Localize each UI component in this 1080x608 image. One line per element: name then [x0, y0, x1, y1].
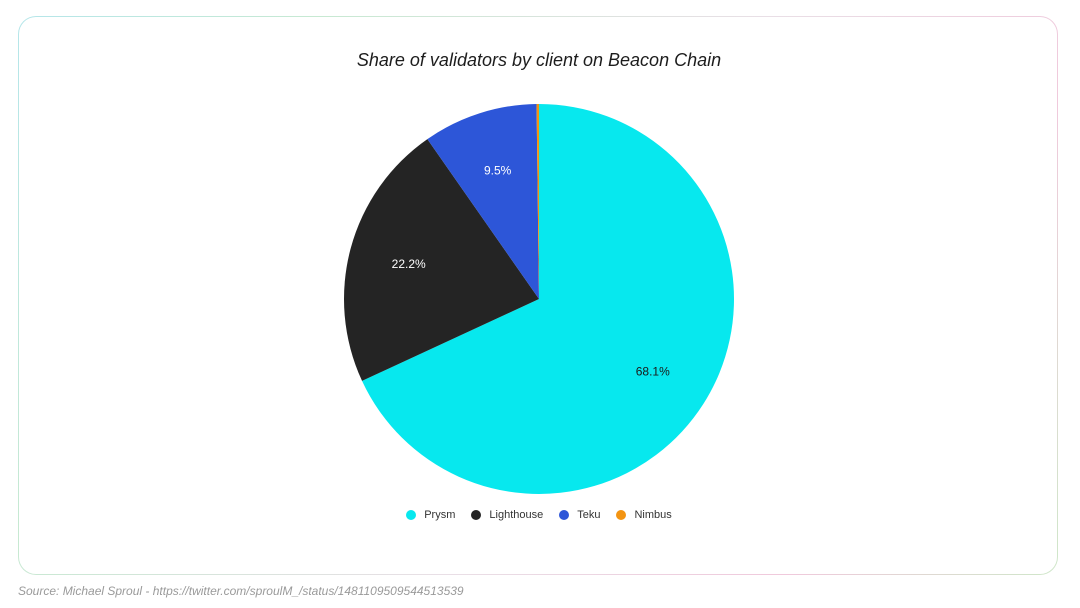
pie-slice-teku[interactable] — [427, 104, 539, 299]
pie-slice-lighthouse[interactable] — [344, 139, 539, 381]
legend-item-prysm[interactable]: Prysm — [406, 509, 455, 521]
pie-slice-prysm[interactable] — [362, 104, 734, 494]
chart-title: Share of validators by client on Beacon … — [356, 50, 722, 70]
pie-chart: 68.1% 22.2% 9.5% — [344, 104, 734, 494]
source-caption: Source: Michael Sproul - https://twitter… — [18, 584, 464, 598]
legend-item-teku[interactable]: Teku — [559, 509, 600, 521]
legend-item-lighthouse[interactable]: Lighthouse — [471, 509, 543, 521]
legend-swatch — [471, 510, 482, 520]
slice-label-lighthouse: 22.2% — [392, 257, 426, 271]
chart-card: Share of validators by client on Beacon … — [19, 17, 1057, 574]
chart-legend: Prysm Lighthouse Teku Nimbus — [19, 509, 1059, 521]
legend-label: Lighthouse — [489, 509, 544, 521]
legend-label: Teku — [577, 509, 601, 521]
pie-slice-nimbus[interactable] — [536, 104, 539, 299]
slice-label-teku: 9.5% — [484, 163, 512, 177]
legend-swatch — [559, 510, 570, 520]
legend-swatch — [406, 510, 417, 520]
chart-card-border: Share of validators by client on Beacon … — [18, 16, 1058, 575]
legend-swatch — [616, 510, 627, 520]
legend-label: Prysm — [424, 509, 456, 521]
legend-label: Nimbus — [634, 509, 672, 521]
legend-item-nimbus[interactable]: Nimbus — [616, 509, 672, 521]
slice-label-prysm: 68.1% — [636, 365, 670, 379]
